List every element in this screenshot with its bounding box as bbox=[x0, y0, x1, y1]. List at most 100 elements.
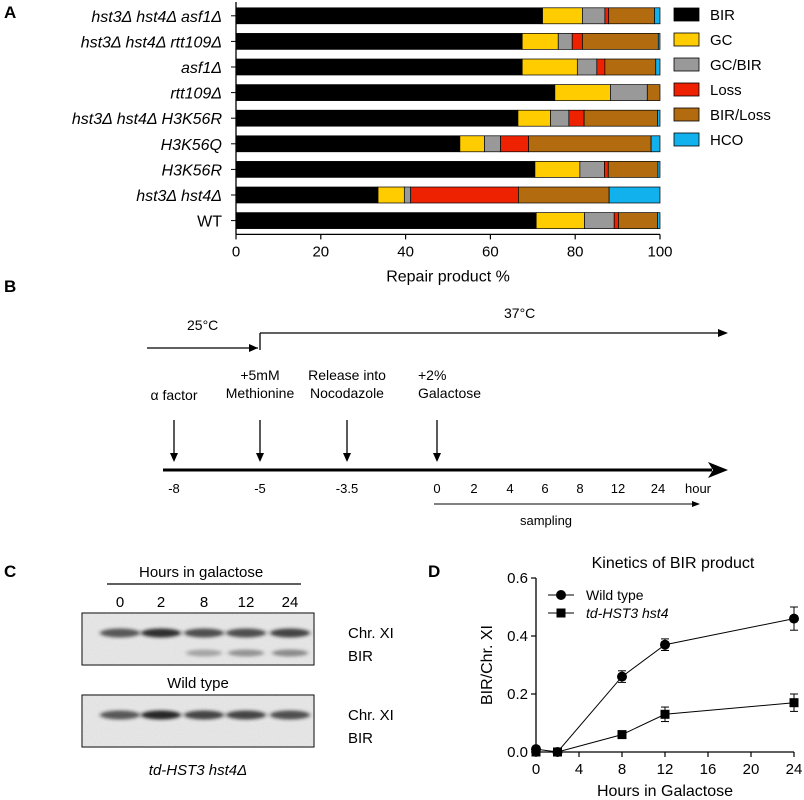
bar-segment bbox=[582, 7, 606, 25]
bar-segment bbox=[235, 58, 523, 76]
bar-segment bbox=[579, 161, 605, 178]
blot-images: Chr. XI BIR Wild type Chr. XI BIR td-HST3 hst… bbox=[81, 612, 394, 779]
legend-label: HCO bbox=[710, 132, 743, 149]
y-tick-label: 0.4 bbox=[507, 628, 528, 645]
timeline-step-label: +5mM bbox=[240, 367, 279, 383]
southern-blot-panel: Hours in galactose 0 2 8 12 24 Chr. XI BIR Wil… bbox=[81, 564, 394, 779]
timeline-tick-label: 2 bbox=[470, 481, 477, 496]
blot-band-bir bbox=[272, 649, 308, 657]
blot-band-label-bir: BIR bbox=[348, 730, 373, 747]
y-tick-label: 0.2 bbox=[507, 686, 528, 703]
timeline-tick-label: 4 bbox=[506, 481, 513, 496]
x-tick-label: 0 bbox=[232, 243, 240, 260]
x-tick-label: 60 bbox=[482, 243, 499, 260]
bar-segment bbox=[646, 84, 661, 101]
timeline-step-label: α factor bbox=[151, 387, 198, 403]
bar-segment bbox=[235, 212, 537, 229]
panel-label-c: C bbox=[4, 562, 16, 581]
timeline-steps: α factor +5mM Methionine Release into Nocoda… bbox=[151, 367, 481, 462]
timeline-tick-label: 6 bbox=[541, 481, 548, 496]
blot-band-label-chr: Chr. XI bbox=[348, 707, 394, 724]
legend-swatch bbox=[673, 57, 700, 72]
bar-segment bbox=[484, 135, 501, 153]
data-point-square bbox=[660, 709, 670, 719]
blot-band-chr bbox=[226, 628, 266, 638]
blot-band-chr bbox=[226, 710, 266, 720]
bar-segment bbox=[235, 33, 523, 50]
blot-band-chr bbox=[270, 710, 310, 720]
timeline-step-arrowhead bbox=[256, 453, 264, 462]
bar-segment bbox=[550, 109, 570, 127]
blot-lane-label: 8 bbox=[200, 594, 208, 611]
bar-segment bbox=[657, 33, 661, 50]
temp-37: 37°C bbox=[504, 305, 535, 321]
timeline-tick-label: -3.5 bbox=[336, 481, 358, 496]
legend-swatch bbox=[673, 7, 700, 22]
bar-segment bbox=[535, 212, 585, 229]
timeline-step-label: Release into bbox=[308, 367, 386, 383]
legend-label: GC bbox=[710, 32, 733, 49]
panel-label-a: A bbox=[4, 3, 16, 22]
bar-segment bbox=[568, 109, 585, 127]
timeline-step-label: +2% bbox=[418, 367, 446, 383]
bar-segment bbox=[542, 7, 583, 25]
legend-swatch bbox=[673, 132, 700, 147]
blot-band-chr bbox=[100, 710, 140, 720]
bar-segment bbox=[377, 186, 405, 204]
x-tick-label: 100 bbox=[647, 243, 672, 260]
blot-caption: td-HST3 hst4Δ bbox=[149, 762, 247, 779]
category-label: hst3Δ hst4Δ H3K56R bbox=[72, 111, 223, 128]
bar-segment bbox=[235, 7, 543, 25]
category-label: asf1Δ bbox=[181, 60, 222, 77]
x-tick-label: 24 bbox=[786, 761, 803, 778]
bar-segment bbox=[235, 161, 536, 178]
bar-segment bbox=[657, 109, 661, 127]
bar-segment bbox=[604, 7, 610, 25]
data-point-square bbox=[617, 730, 627, 740]
category-label: hst3Δ hst4Δ rtt109Δ bbox=[81, 34, 222, 51]
blot-band-chr bbox=[184, 710, 224, 720]
bar-segment bbox=[613, 212, 619, 229]
category-label: H3K56Q bbox=[161, 137, 222, 154]
data-point-square bbox=[531, 747, 541, 757]
bar-segment bbox=[517, 109, 551, 127]
bar-segment bbox=[596, 58, 606, 76]
bar-segment bbox=[608, 7, 655, 25]
x-axis-title: Repair product % bbox=[386, 268, 510, 285]
legend-marker bbox=[556, 590, 566, 600]
blot-band-bir bbox=[186, 649, 222, 657]
legend-label: Loss bbox=[710, 82, 742, 99]
kinetics-line-chart: Kinetics of BIR product 0.0 0.2 0.4 0.6 0 4 8 12… bbox=[479, 555, 802, 800]
legend-swatch bbox=[673, 32, 700, 47]
blot-band-chr bbox=[141, 710, 181, 720]
blot-texture bbox=[82, 613, 314, 665]
bar-segment bbox=[528, 135, 652, 153]
bar-segment bbox=[584, 212, 615, 229]
blot-caption: Wild type bbox=[167, 675, 229, 692]
legend-label: td-HST3 hst4 bbox=[586, 605, 669, 621]
data-point-circle bbox=[617, 671, 627, 682]
blot-lane-label: 24 bbox=[282, 594, 299, 611]
blot-band-chr bbox=[141, 628, 181, 638]
stacked-bar-chart: hst3Δ hst4Δ asf1Δ hst3Δ hst4Δ rtt109Δ asf1… bbox=[72, 2, 673, 285]
panel-label-d: D bbox=[428, 562, 440, 581]
blot-lane-labels: 0 2 8 12 24 bbox=[116, 594, 299, 611]
bar-segment bbox=[403, 186, 412, 204]
blot-texture bbox=[82, 695, 314, 747]
line-chart-title: Kinetics of BIR product bbox=[592, 555, 755, 572]
timeline-tick-labels: -8 -5 -3.5 0 2 4 6 8 12 24 hour bbox=[168, 481, 711, 496]
blot-band-chr bbox=[270, 628, 310, 638]
bar-segment bbox=[235, 135, 461, 153]
sampling-label: sampling bbox=[520, 513, 572, 528]
bar-segment bbox=[534, 161, 581, 178]
timeline-step-arrowhead bbox=[433, 453, 441, 462]
bar-segment bbox=[235, 84, 556, 101]
timeline-tick-label: -5 bbox=[254, 481, 266, 496]
bar-segment bbox=[604, 58, 657, 76]
bar-segment bbox=[410, 186, 519, 204]
blot-band-chr bbox=[100, 628, 140, 638]
bar-segment bbox=[583, 109, 658, 127]
blot-band-bir bbox=[228, 649, 264, 657]
x-tick-label: 20 bbox=[312, 243, 329, 260]
